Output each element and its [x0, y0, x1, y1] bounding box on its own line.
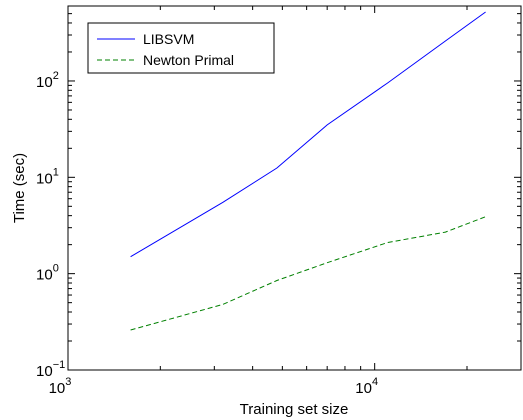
x-axis-label: Training set size — [240, 401, 349, 418]
x-tick-label: 104 — [355, 376, 378, 397]
legend-label-newton-primal: Newton Primal — [143, 52, 234, 68]
legend-label-libsvm: LIBSVM — [143, 31, 194, 47]
y-tick-label: 100 — [36, 263, 59, 284]
plot-frame — [67, 5, 522, 371]
series-line-newton-primal — [130, 216, 486, 331]
x-tick-labels: 103 104 — [49, 376, 378, 397]
legend-box — [87, 22, 275, 74]
y-tick-label: 102 — [36, 70, 59, 91]
y-tick-label: 10−1 — [36, 359, 65, 380]
y-axis-label: Time (sec) — [11, 153, 28, 223]
series-line-libsvm — [130, 11, 486, 258]
y-tick-label: 101 — [36, 166, 59, 187]
x-tick-label: 103 — [49, 376, 72, 397]
legend: LIBSVM Newton Primal — [87, 22, 275, 74]
series-layer — [130, 11, 486, 331]
y-tick-labels: 10−1 100 101 102 — [36, 70, 65, 380]
